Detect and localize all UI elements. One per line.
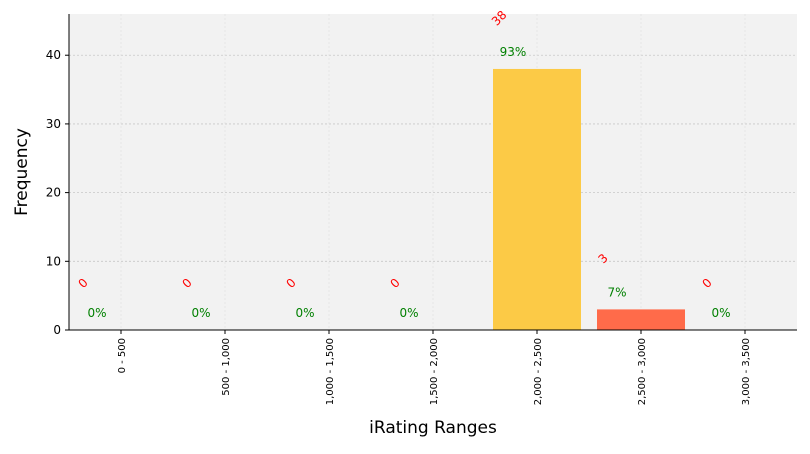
x-tick-label: 500 - 1,000	[221, 338, 232, 396]
x-tick-label: 1,500 - 2,000	[429, 338, 440, 405]
grid-lines	[69, 14, 797, 330]
y-axis-label: Frequency	[12, 128, 32, 216]
x-tick-label: 2,000 - 2,500	[533, 338, 544, 405]
bar	[597, 309, 685, 330]
percent-label: 0%	[87, 306, 106, 320]
y-tick-label: 0	[53, 323, 61, 337]
percent-label: 0%	[711, 306, 730, 320]
y-tick-label: 30	[46, 117, 61, 131]
x-ticks: 0 - 500 500 - 1,000 1,000 - 1,500 1,500 - 2…	[117, 330, 752, 405]
percent-label: 0%	[399, 306, 418, 320]
x-tick-label: 2,500 - 3,000	[637, 338, 648, 405]
x-tick-label: 0 - 500	[117, 338, 128, 373]
bar	[493, 68, 581, 331]
y-tick-label: 20	[46, 186, 61, 200]
x-tick-label: 3,000 - 3,500	[741, 338, 752, 405]
x-axis-label: iRating Ranges	[369, 418, 497, 438]
percent-label: 0%	[295, 306, 314, 320]
y-ticks: 0 10 20 30 40	[46, 48, 69, 337]
percent-label: 7%	[607, 285, 626, 299]
percent-label: 93%	[500, 45, 527, 59]
bars	[493, 68, 685, 331]
percent-label: 0%	[191, 306, 210, 320]
y-tick-label: 40	[46, 48, 61, 62]
x-tick-label: 1,000 - 1,500	[325, 338, 336, 405]
y-tick-label: 10	[46, 254, 61, 268]
